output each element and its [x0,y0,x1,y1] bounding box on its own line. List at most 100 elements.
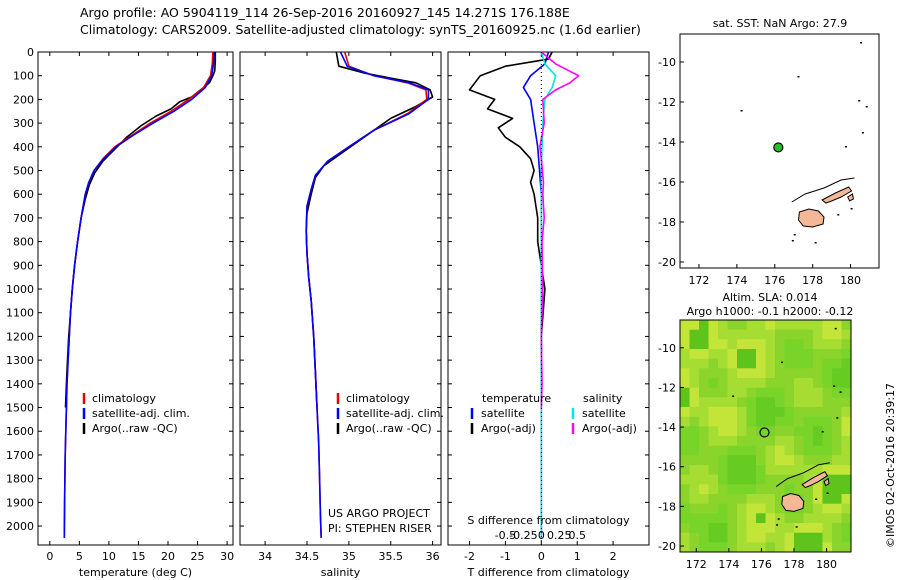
sla-cell [765,484,776,495]
sla-cell [737,542,747,553]
sla-cell [746,445,757,456]
sla-cell [737,339,747,350]
sla-cell [746,494,757,505]
sla-cell [708,397,719,408]
sla-cell [775,329,785,340]
sla-cell [775,436,785,447]
sla-cell [699,523,709,534]
sla-cell [803,523,814,534]
sla-cell [718,523,728,534]
sla-cell [822,368,833,379]
sla-cell [737,513,747,524]
sla-cell [689,503,700,514]
sla-cell [689,397,700,408]
x-tick-label: 30 [220,550,234,563]
sla-cell [718,484,728,495]
sla-cell [784,426,795,437]
sla-cell [718,339,728,350]
sla-cell [708,368,719,379]
sla-cell [784,542,795,553]
sla-cell [699,513,709,524]
sla-cell [746,474,757,485]
sla-cell [813,407,823,418]
x-tick-label: 174 [718,558,739,571]
sla-cell [756,426,766,437]
depth-tick-label: 0 [27,46,34,59]
sla-cell [784,465,795,476]
sla-cell [784,532,795,543]
sla-cell [746,358,757,369]
sla-cell [794,484,804,495]
sla-cell [708,407,719,418]
y-tick-label: -12 [658,96,676,109]
sla-cell [765,368,776,379]
sla-cell [756,329,766,340]
sla-cell [718,542,728,553]
sla-cell [699,455,709,466]
sla-cell [708,320,719,331]
x-tick-label-top: 0.25 [547,529,572,542]
sla-cell [832,378,842,389]
sla-cell [832,426,842,437]
sla-cell [680,397,690,408]
sla-cell [813,465,823,476]
sla-cell [784,358,795,369]
sla-cell [794,513,804,524]
sst-map: 172 174 176 178 180 -10 -12 -14 -16 -18 -20 sat. SS… [658,17,880,287]
sla-cell [689,474,700,485]
sla-cell [832,532,842,543]
sla-cell [832,339,842,350]
islet [844,146,847,148]
island [797,208,825,228]
sla-cell [727,378,738,389]
sla-cell [699,503,709,514]
islet [839,391,842,393]
x-tick-label: 15 [131,550,145,563]
sla-cell [680,358,690,369]
sla-cell [803,436,814,447]
sla-cell [813,542,823,553]
sla-cell [775,397,785,408]
sla-cell [689,532,700,543]
sla-cell [727,542,738,553]
sla-cell [765,532,776,543]
sla-cell [775,378,785,389]
x-axis-label: salinity [321,566,361,579]
sla-cell [727,407,738,418]
sla-cell [737,397,747,408]
sla-cell [727,349,738,360]
x-tick-label: 176 [751,558,772,571]
series-line [64,52,217,408]
sla-cell [756,397,766,408]
sla-cell [803,513,814,524]
sla-cell [775,368,785,379]
sla-cell [794,523,804,534]
sla-cell [784,329,795,340]
salinity-frame [239,51,442,546]
island [801,471,829,489]
sla-cell [699,426,709,437]
series-line [539,51,580,408]
sla-cell [765,416,776,427]
island [823,477,830,487]
sla-cell [832,416,842,427]
sla-cell [699,407,709,418]
temperature-panel: 0100200300400500600700800900100011001200… [6,46,234,579]
sla-cell [841,503,852,514]
sla-cell [784,378,795,389]
depth-tick-label: 2000 [6,520,34,533]
sla-cell [775,484,785,495]
sla-cell [727,455,738,466]
sla-cell [765,455,776,466]
x-tick-label-top: -0.25 [509,529,537,542]
sla-cell [832,407,842,418]
sla-cell [737,436,747,447]
sla-cell [822,378,833,389]
sla-cell [775,320,785,331]
sla-cell [689,387,700,398]
sla-cell [727,484,738,495]
sla-cell [841,358,852,369]
sla-cell [727,426,738,437]
depth-tick-label: 1700 [6,449,34,462]
sla-cell [699,358,709,369]
